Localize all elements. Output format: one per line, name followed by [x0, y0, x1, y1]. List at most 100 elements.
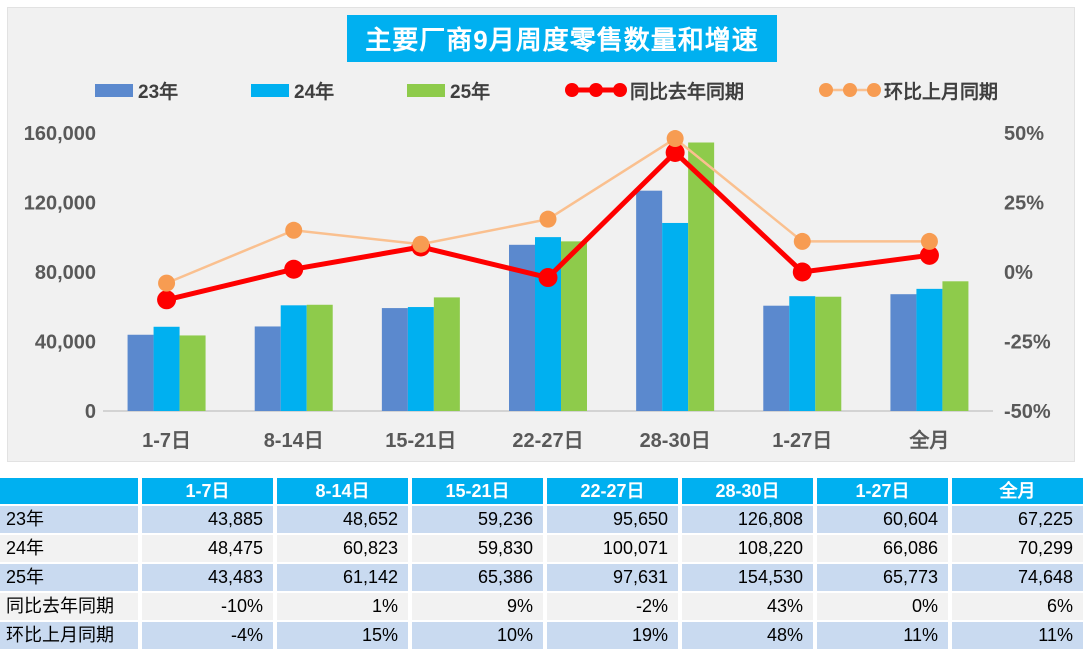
table-cell: 74,648	[952, 564, 1083, 591]
right-axis-tick: 50%	[1004, 123, 1044, 145]
bar-24年-15-21日	[407, 307, 434, 411]
table-cell: 6%	[952, 593, 1083, 620]
legend-line-marker-icon	[565, 83, 628, 97]
table-cell: 154,530	[682, 564, 813, 591]
data-table: 1-7日 8-14日 15-21日 22-27日 28-30日 1-27日 全月 23年 43,…	[0, 478, 1083, 649]
bar-23年-1-7日	[127, 334, 154, 411]
bar-23年-28-30日	[636, 190, 663, 411]
table-header-cell: 15-21日	[412, 478, 543, 504]
marker-同比去年同期-1-27日	[792, 262, 812, 282]
table-cell: 65,386	[412, 564, 543, 591]
legend-label: 同比去年同期	[630, 81, 745, 103]
bar-23年-1-27日	[763, 305, 790, 411]
table-header-cell: 22-27日	[547, 478, 678, 504]
marker-环比上月同期-1-7日	[158, 274, 176, 292]
chart-legend: 23年 24年 25年 同比去年同期 环比上月同期	[0, 77, 1083, 104]
table-cell: 11%	[952, 622, 1083, 649]
table-header-cell: 1-7日	[142, 478, 273, 504]
legend-item-同比去年同期: 同比去年同期	[563, 77, 744, 104]
x-axis-category: 1-27日	[772, 430, 832, 452]
table-cell: -2%	[547, 593, 678, 620]
x-axis-category: 28-30日	[640, 430, 711, 452]
bar-24年-全月	[916, 288, 943, 411]
x-axis-category: 15-21日	[385, 430, 456, 452]
right-axis-tick: -50%	[1004, 401, 1051, 423]
bar-23年-15-21日	[381, 308, 408, 411]
table-cell: 48,652	[277, 506, 408, 533]
legend-swatch-icon	[407, 83, 446, 97]
left-axis-tick: 120,000	[24, 193, 96, 215]
legend-item-23年: 23年	[95, 77, 178, 104]
legend-swatch-icon	[251, 83, 290, 97]
legend-swatch-icon	[95, 83, 133, 97]
table-cell: 60,604	[817, 506, 948, 533]
table-cell: 67,225	[952, 506, 1083, 533]
marker-同比去年同期-全月	[919, 245, 939, 265]
marker-环比上月同期-全月	[920, 232, 938, 250]
table-cell: 60,823	[277, 535, 408, 562]
table-cell: -10%	[142, 593, 273, 620]
right-axis-tick: -25%	[1004, 332, 1051, 354]
table-cell: 9%	[412, 593, 543, 620]
table-cell: 126,808	[682, 506, 813, 533]
table-cell: 65,773	[817, 564, 948, 591]
retail-weekly-chart: 0 40,000 80,000 120,000 160,000 -50% -25% 0% 25%…	[24, 123, 1051, 452]
table-header-cell: 1-27日	[817, 478, 948, 504]
table-cell: 15%	[277, 622, 408, 649]
table-cell: 59,830	[412, 535, 543, 562]
x-axis-category: 22-27日	[512, 430, 583, 452]
bar-23年-全月	[890, 294, 917, 411]
table-header-cell: 全月	[952, 478, 1083, 504]
bar-25年-全月	[942, 281, 969, 411]
table-row-label: 23年	[0, 506, 138, 533]
table-cell: 10%	[412, 622, 543, 649]
legend-line-marker-icon	[818, 83, 881, 97]
table-row-label: 25年	[0, 564, 138, 591]
bar-23年-8-14日	[254, 326, 281, 411]
legend-label: 25年	[450, 81, 491, 103]
table-cell: 19%	[547, 622, 678, 649]
table-row-label: 24年	[0, 535, 138, 562]
legend-label: 24年	[294, 81, 335, 103]
table-cell: 97,631	[547, 564, 678, 591]
bar-24年-1-7日	[153, 326, 180, 411]
legend-label: 环比上月同期	[883, 81, 998, 103]
table-cell: 95,650	[547, 506, 678, 533]
table-cell: 48,475	[142, 535, 273, 562]
bar-24年-8-14日	[280, 305, 307, 411]
chart-title: 主要厂商9月周度零售数量和增速	[347, 15, 777, 62]
bar-24年-28-30日	[662, 222, 689, 411]
legend-item-25年: 25年	[407, 77, 490, 104]
table-row-label: 同比去年同期	[0, 593, 138, 620]
marker-环比上月同期-8-14日	[285, 221, 303, 239]
bar-25年-22-27日	[561, 241, 587, 411]
table-header-cell: 8-14日	[277, 478, 408, 504]
table-cell: 48%	[682, 622, 813, 649]
left-axis-tick: 40,000	[35, 332, 96, 354]
table-cell: 100,071	[547, 535, 678, 562]
legend-item-24年: 24年	[251, 77, 334, 104]
table-cell: 108,220	[682, 535, 813, 562]
table-cell: 43%	[682, 593, 813, 620]
table-cell: 59,236	[412, 506, 543, 533]
table-cell: 61,142	[277, 564, 408, 591]
table-cell: 43,483	[142, 564, 273, 591]
table-cell: 0%	[817, 593, 948, 620]
bar-25年-1-27日	[815, 296, 842, 411]
marker-环比上月同期-28-30日	[666, 130, 684, 148]
table-cell: 11%	[817, 622, 948, 649]
table-header-cell: 28-30日	[682, 478, 813, 504]
table-cell: 66,086	[817, 535, 948, 562]
table-header-cell	[0, 478, 138, 504]
marker-同比去年同期-28-30日	[665, 142, 685, 162]
table-cell: 70,299	[952, 535, 1083, 562]
marker-环比上月同期-1-27日	[793, 232, 811, 250]
x-axis-category: 1-7日	[142, 430, 191, 452]
right-axis-tick: 0%	[1004, 262, 1033, 284]
table-cell: 1%	[277, 593, 408, 620]
legend-label: 23年	[138, 81, 179, 103]
marker-同比去年同期-1-7日	[157, 290, 177, 310]
legend-item-环比上月同期: 环比上月同期	[817, 77, 998, 104]
bar-25年-1-7日	[179, 335, 206, 411]
table-cell: -4%	[142, 622, 273, 649]
